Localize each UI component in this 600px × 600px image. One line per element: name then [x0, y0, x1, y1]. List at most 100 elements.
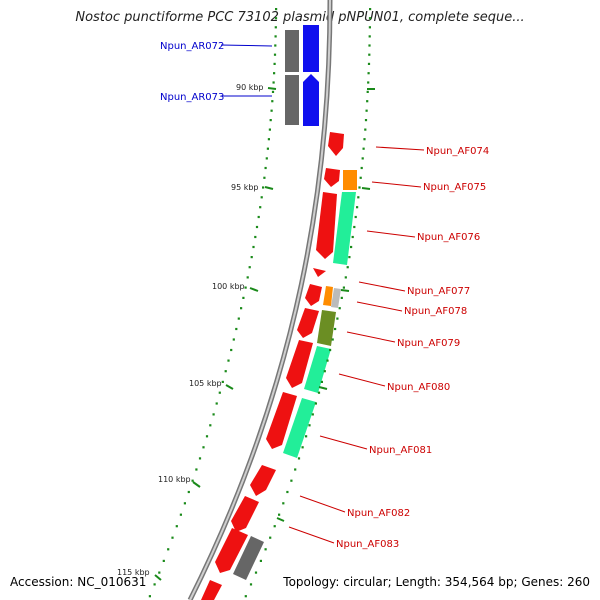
gene-label[interactable]: Npun_AF074	[426, 146, 489, 157]
gene-label[interactable]: Npun_AF079	[397, 338, 460, 349]
gene-label[interactable]: Npun_AF083	[336, 539, 399, 550]
inner-tick-dot	[240, 307, 243, 310]
gene-label[interactable]: Npun_AF080	[387, 382, 450, 393]
gene-arrow-forward	[201, 580, 222, 600]
outer-tick-dot	[364, 128, 367, 131]
inner-tick-dot	[162, 559, 165, 562]
scale-label-105: 105 kbp	[189, 379, 222, 388]
gene-arrow-forward	[266, 392, 297, 449]
inner-tick-dot	[221, 380, 224, 383]
feature-block-orange	[343, 170, 357, 190]
inner-tick-dot	[273, 53, 277, 56]
outer-tick-dot	[360, 166, 363, 170]
feature-block-orange	[323, 286, 333, 306]
inner-tick-dot	[175, 525, 178, 528]
gene-labels: Npun_AR072 Npun_AR073 Npun_AF074 Npun_AF…	[160, 41, 489, 550]
scale-tick-marks	[154, 87, 375, 581]
inner-tick-dot	[271, 90, 275, 93]
inner-tick-dot	[269, 119, 272, 122]
inner-tick-dot	[267, 138, 270, 141]
outer-tick-dot	[334, 327, 337, 331]
scale-label-115: 115 kbp	[117, 568, 150, 577]
outer-tick-dot	[368, 53, 371, 56]
inner-tick-dot	[263, 176, 266, 179]
inner-tick-dot	[232, 338, 235, 341]
inner-tick-dot	[244, 286, 247, 289]
inner-tick-dot	[274, 26, 277, 29]
outer-tick-dot	[290, 479, 293, 482]
outer-tick-dot	[249, 583, 253, 586]
gene-label[interactable]: Npun_AF077	[407, 286, 470, 297]
inner-tick-dot	[270, 109, 273, 112]
outer-tick-dot	[362, 147, 365, 150]
outer-tick-dot	[331, 338, 334, 341]
outer-tick-dot	[366, 100, 369, 103]
outer-tick-dot	[301, 446, 304, 449]
gene-label[interactable]: Npun_AF075	[423, 182, 486, 193]
outer-tick-dot	[367, 62, 371, 65]
inner-tick-dot	[254, 235, 257, 239]
gene-arrow-forward	[324, 168, 340, 187]
feature-block-teal	[283, 398, 316, 458]
outer-tick-dot	[282, 502, 285, 505]
inner-tick-dot	[266, 147, 269, 150]
gene-arrow-forward	[231, 496, 259, 532]
gene-arrow-forward	[316, 192, 337, 259]
outer-tick-dot	[320, 380, 323, 383]
inner-tick-dot	[209, 424, 212, 427]
gene-label[interactable]: Npun_AF078	[404, 306, 467, 317]
outer-tick-dot	[357, 196, 360, 199]
outer-tick-dot	[350, 245, 353, 249]
outer-tick-dot	[323, 370, 326, 373]
outer-tick-dot	[314, 402, 317, 405]
inner-tick-dot	[191, 479, 194, 482]
gene-label[interactable]: Npun_AF082	[347, 508, 410, 519]
inner-tick-dot	[274, 35, 277, 38]
inner-tick-dot	[271, 100, 274, 103]
inner-tick-dot	[273, 62, 276, 65]
inner-tick-dot	[257, 215, 260, 219]
outer-tick-dot	[359, 176, 362, 179]
inner-tick-dot	[218, 391, 221, 394]
inner-tick-dot	[262, 186, 265, 189]
outer-tick-dot	[273, 525, 276, 528]
gene-arrow-reverse	[303, 74, 319, 126]
inner-tick-dot	[265, 157, 268, 160]
outer-tick-dot	[244, 595, 247, 598]
inner-tick-dot	[255, 225, 259, 229]
gene-arrow-forward	[297, 308, 319, 338]
outer-tick-dot	[368, 26, 371, 29]
inner-tick-dot	[227, 359, 230, 362]
label-leaders	[220, 44, 425, 544]
outer-tick-dot	[338, 307, 341, 310]
gene-arrow-forward	[215, 528, 248, 573]
feature-block-gray	[233, 536, 264, 580]
inner-tick-dot	[153, 583, 156, 586]
outer-tick-dot	[308, 424, 311, 427]
feature-block-gray	[285, 75, 299, 125]
inner-tick-dot	[202, 446, 205, 449]
outer-tick-dot	[297, 457, 301, 460]
gene-label[interactable]: Npun_AR072	[160, 41, 224, 52]
inner-tick-dot	[275, 8, 278, 11]
outer-tick-dot	[326, 359, 329, 362]
backbone-inner	[189, 0, 331, 600]
outer-tick-dot	[278, 513, 281, 516]
inner-tick-dot	[171, 536, 174, 539]
outer-tick-dot	[368, 17, 372, 20]
outer-tick-dot	[351, 235, 354, 239]
gene-label[interactable]: Npun_AR073	[160, 92, 224, 103]
inner-tick-dot	[167, 548, 170, 551]
inner-tick-dot	[246, 276, 249, 279]
inner-tick-dot	[264, 166, 267, 170]
outer-tick-dot	[344, 276, 347, 279]
gene-arrow-forward	[328, 132, 344, 156]
gene-label[interactable]: Npun_AF081	[369, 445, 432, 456]
accession-text: Accession: NC_010631	[10, 575, 147, 589]
outer-tick-dot	[342, 286, 345, 289]
inner-tick-dot	[158, 571, 161, 574]
inner-tick-dot	[215, 402, 218, 405]
inner-tick-dot	[224, 370, 227, 373]
gene-label[interactable]: Npun_AF076	[417, 232, 480, 243]
outer-tick-dot	[369, 8, 372, 11]
